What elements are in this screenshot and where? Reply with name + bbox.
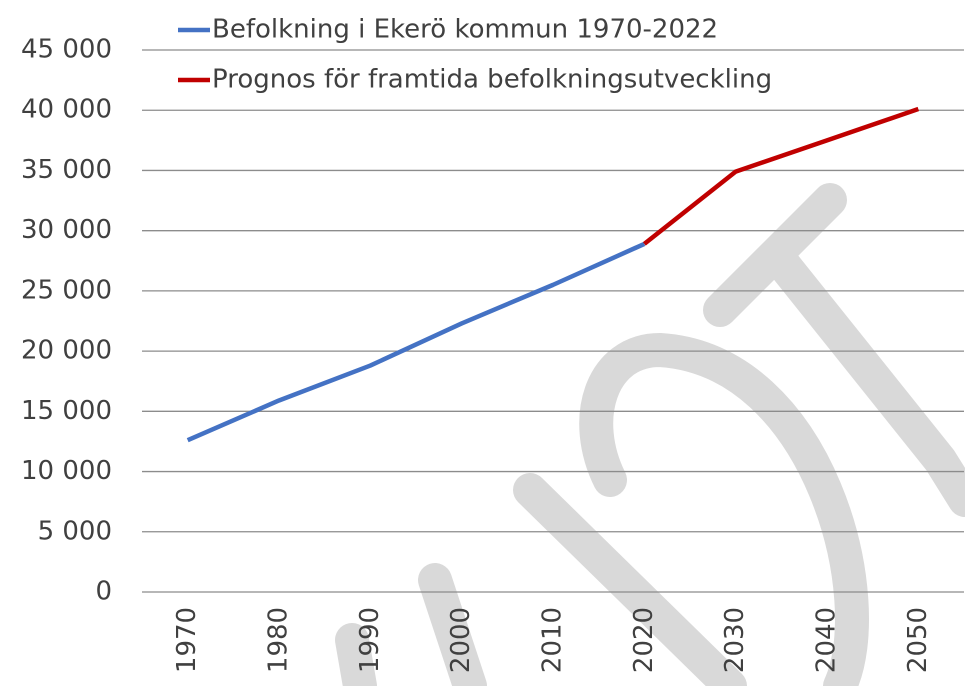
x-tick-label: 2030 (720, 607, 750, 673)
x-tick-label: 2010 (538, 607, 568, 673)
x-tick-label: 1980 (264, 607, 294, 673)
y-tick-label: 25 000 (21, 275, 112, 305)
y-tick-label: 15 000 (21, 396, 112, 426)
watermark (335, 183, 965, 686)
legend-label: Befolkning i Ekerö kommun 1970-2022 (212, 15, 718, 45)
x-tick-label: 1990 (355, 607, 385, 673)
y-tick-label: 30 000 (21, 215, 112, 245)
series-line (186, 241, 646, 443)
legend-label: Prognos för framtida befolkningsutveckli… (212, 65, 772, 95)
x-tick-label: 2050 (903, 607, 933, 673)
series-line (642, 106, 920, 246)
watermark-stroke (513, 473, 747, 686)
x-tick-label: 2000 (446, 607, 476, 673)
x-tick-label: 1970 (172, 607, 202, 673)
y-tick-label: 5 000 (38, 516, 112, 546)
y-tick-label: 20 000 (21, 336, 112, 366)
y-tick-label: 45 000 (21, 35, 112, 65)
watermark-stroke (579, 332, 869, 686)
y-tick-label: 35 000 (21, 155, 112, 185)
watermark-stroke (335, 623, 377, 686)
watermark-stroke (703, 183, 965, 517)
x-tick-label: 2040 (812, 607, 842, 673)
y-tick-label: 10 000 (21, 456, 112, 486)
x-tick-label: 2020 (629, 607, 659, 673)
y-tick-label: 0 (95, 577, 112, 607)
watermark-stroke (418, 563, 487, 686)
y-tick-label: 40 000 (21, 95, 112, 125)
